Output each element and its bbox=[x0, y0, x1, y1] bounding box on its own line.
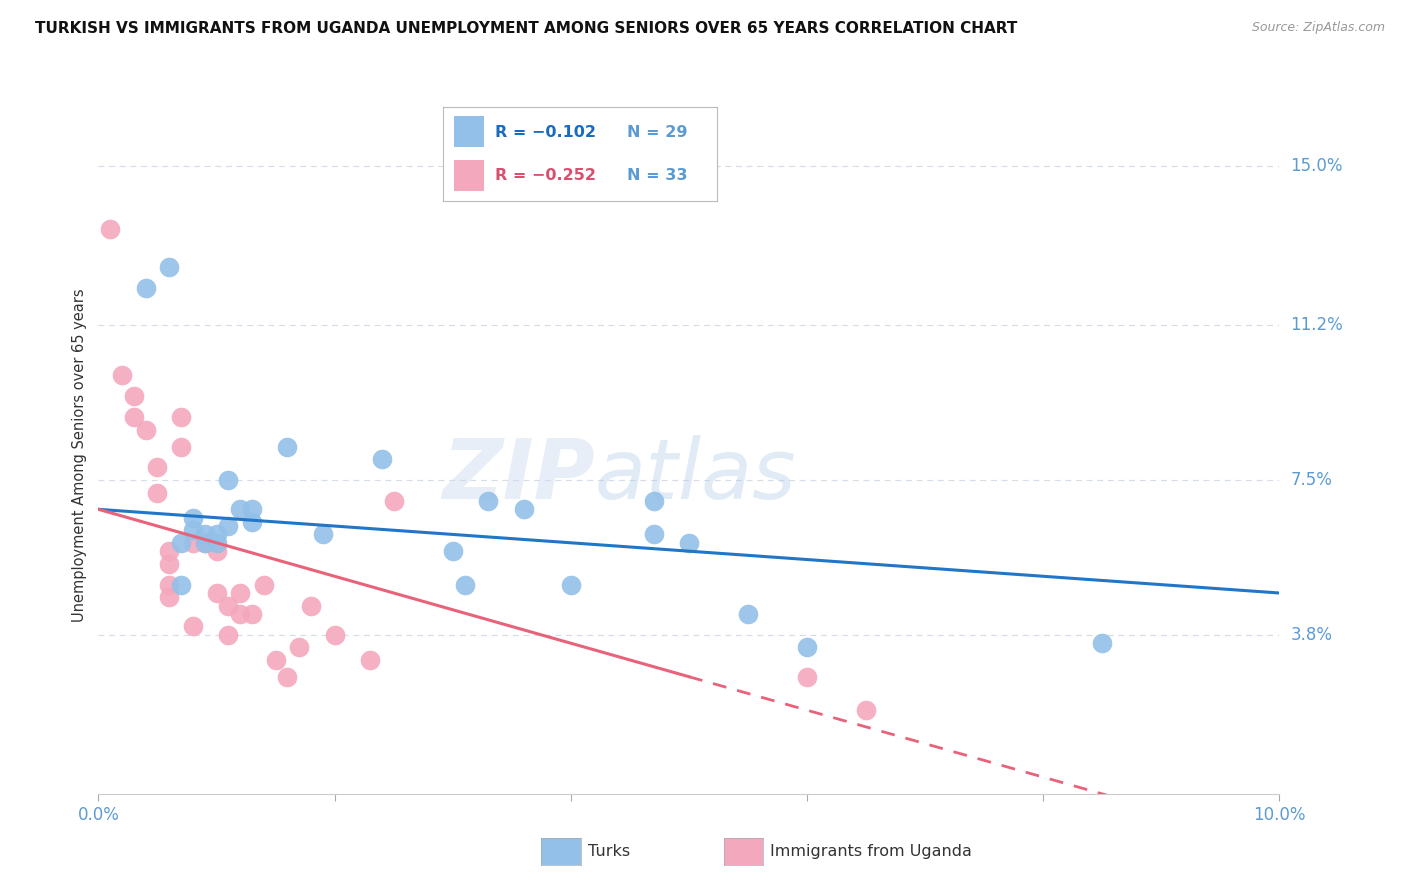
Text: TURKISH VS IMMIGRANTS FROM UGANDA UNEMPLOYMENT AMONG SENIORS OVER 65 YEARS CORRE: TURKISH VS IMMIGRANTS FROM UGANDA UNEMPL… bbox=[35, 21, 1018, 36]
Point bbox=[157, 260, 180, 274]
Point bbox=[323, 628, 346, 642]
Point bbox=[312, 527, 335, 541]
Point bbox=[737, 607, 759, 621]
Point bbox=[157, 591, 180, 605]
Point bbox=[217, 628, 239, 642]
Text: atlas: atlas bbox=[595, 434, 796, 516]
Point bbox=[359, 653, 381, 667]
Point bbox=[253, 577, 276, 591]
Point bbox=[382, 494, 405, 508]
Point bbox=[276, 440, 298, 454]
Point bbox=[477, 494, 499, 508]
Point bbox=[240, 515, 263, 529]
Point bbox=[181, 523, 204, 537]
Point bbox=[146, 460, 169, 475]
Text: Source: ZipAtlas.com: Source: ZipAtlas.com bbox=[1251, 21, 1385, 34]
Point bbox=[643, 527, 665, 541]
Point bbox=[205, 586, 228, 600]
Point bbox=[146, 485, 169, 500]
Point bbox=[643, 494, 665, 508]
Point bbox=[453, 577, 475, 591]
Point bbox=[181, 619, 204, 633]
Point bbox=[264, 653, 287, 667]
Text: 7.5%: 7.5% bbox=[1291, 471, 1333, 489]
Point bbox=[371, 452, 394, 467]
Point bbox=[512, 502, 534, 516]
Point bbox=[181, 536, 204, 550]
Point bbox=[299, 599, 322, 613]
Point bbox=[229, 586, 252, 600]
Point bbox=[122, 389, 145, 403]
Text: 11.2%: 11.2% bbox=[1291, 316, 1343, 334]
Point bbox=[194, 536, 217, 550]
Text: N = 29: N = 29 bbox=[627, 125, 688, 140]
Point bbox=[1091, 636, 1114, 650]
Point bbox=[111, 368, 134, 383]
Point bbox=[560, 577, 582, 591]
Point bbox=[678, 536, 700, 550]
Point bbox=[98, 222, 121, 236]
Point bbox=[170, 536, 193, 550]
Text: 3.8%: 3.8% bbox=[1291, 626, 1333, 644]
Point bbox=[217, 519, 239, 533]
Text: Turks: Turks bbox=[588, 845, 630, 859]
Y-axis label: Unemployment Among Seniors over 65 years: Unemployment Among Seniors over 65 years bbox=[72, 288, 87, 622]
Bar bbox=[454, 116, 484, 147]
Point bbox=[796, 670, 818, 684]
Text: R = −0.252: R = −0.252 bbox=[495, 168, 596, 183]
Text: Immigrants from Uganda: Immigrants from Uganda bbox=[770, 845, 973, 859]
Point bbox=[170, 410, 193, 425]
Point bbox=[157, 544, 180, 558]
Point bbox=[194, 527, 217, 541]
Point bbox=[181, 510, 204, 524]
Point bbox=[205, 536, 228, 550]
Point bbox=[205, 544, 228, 558]
Point bbox=[229, 607, 252, 621]
Point bbox=[441, 544, 464, 558]
Bar bbox=[454, 161, 484, 191]
Point bbox=[288, 640, 311, 655]
Point bbox=[135, 280, 157, 294]
Point bbox=[217, 599, 239, 613]
Text: N = 33: N = 33 bbox=[627, 168, 688, 183]
Point bbox=[229, 502, 252, 516]
Point bbox=[170, 440, 193, 454]
Point bbox=[170, 577, 193, 591]
Point bbox=[135, 423, 157, 437]
Text: ZIP: ZIP bbox=[441, 434, 595, 516]
Point bbox=[205, 527, 228, 541]
Text: R = −0.102: R = −0.102 bbox=[495, 125, 596, 140]
Point bbox=[276, 670, 298, 684]
Text: 15.0%: 15.0% bbox=[1291, 157, 1343, 175]
Point bbox=[122, 410, 145, 425]
Point bbox=[240, 502, 263, 516]
Point bbox=[157, 577, 180, 591]
Point bbox=[194, 536, 217, 550]
Point bbox=[217, 473, 239, 487]
Point bbox=[796, 640, 818, 655]
Point bbox=[240, 607, 263, 621]
Point bbox=[157, 557, 180, 571]
Point bbox=[855, 703, 877, 717]
